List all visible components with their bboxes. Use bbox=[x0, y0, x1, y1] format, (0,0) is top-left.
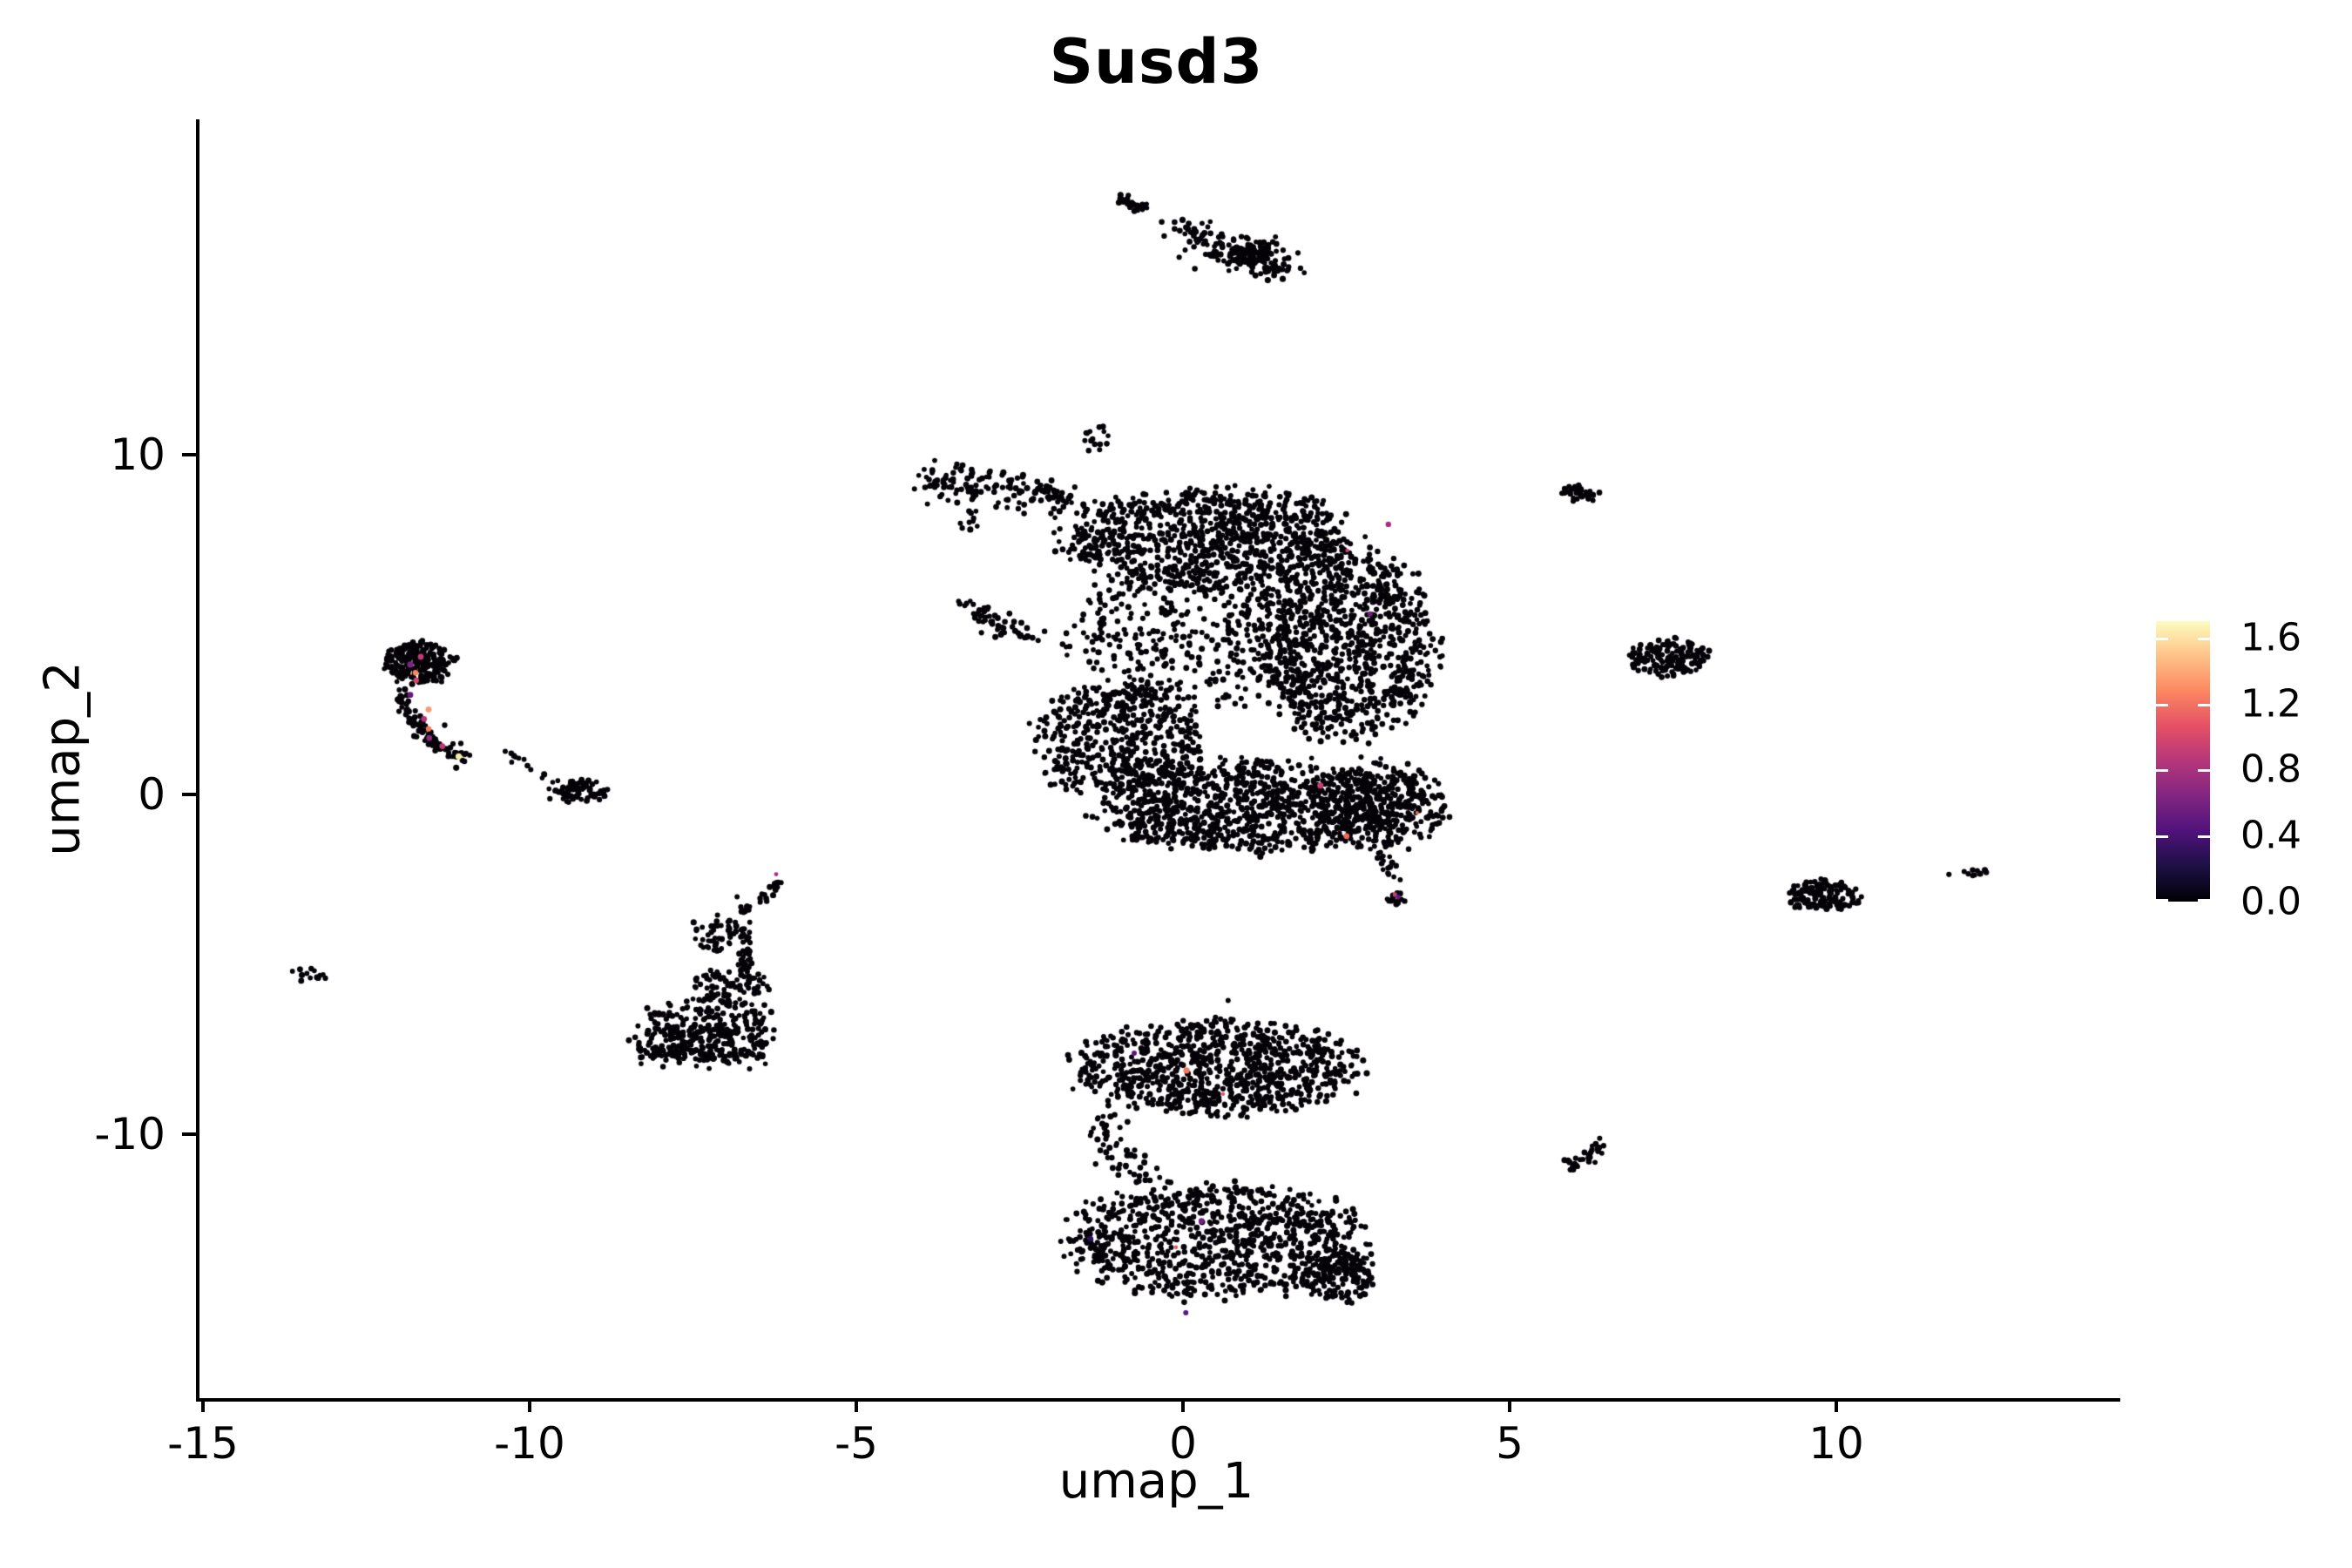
colorbar-tick-mark bbox=[2198, 703, 2210, 706]
x-tick-label: 0 bbox=[1169, 1418, 1197, 1469]
x-tick-mark bbox=[1835, 1398, 1839, 1412]
colorbar-tick-mark bbox=[2198, 835, 2210, 839]
colorbar-tick-mark bbox=[2198, 899, 2210, 902]
colorbar-tick-mark bbox=[2156, 899, 2168, 902]
colorbar-gradient bbox=[2156, 621, 2210, 902]
colorbar-tick-label: 0.8 bbox=[2240, 747, 2301, 792]
colorbar-tick-mark bbox=[2156, 637, 2168, 640]
colorbar-tick-mark bbox=[2198, 769, 2210, 773]
x-tick-label: -15 bbox=[167, 1418, 239, 1469]
x-tick-mark bbox=[1181, 1398, 1186, 1412]
plot-panel bbox=[196, 119, 2120, 1402]
x-tick-label: -10 bbox=[494, 1418, 565, 1469]
scatter-canvas bbox=[199, 119, 2120, 1398]
x-tick-label: -5 bbox=[835, 1418, 878, 1469]
colorbar-tick-mark bbox=[2198, 637, 2210, 640]
x-tick-mark bbox=[528, 1398, 532, 1412]
colorbar-tick-label: 1.2 bbox=[2240, 681, 2301, 727]
colorbar-tick-label: 1.6 bbox=[2240, 615, 2301, 660]
y-axis-label: umap_2 bbox=[34, 661, 91, 856]
x-tick-mark bbox=[201, 1398, 206, 1412]
colorbar-tick-label: 0.4 bbox=[2240, 813, 2301, 858]
colorbar-tick-mark bbox=[2156, 835, 2168, 839]
x-tick-label: 10 bbox=[1808, 1418, 1864, 1469]
y-tick-mark bbox=[182, 1132, 196, 1136]
plot-title: Susd3 bbox=[1049, 26, 1264, 98]
x-tick-mark bbox=[855, 1398, 859, 1412]
y-tick-mark bbox=[182, 792, 196, 796]
y-tick-label: 0 bbox=[138, 768, 166, 820]
colorbar-tick-mark bbox=[2156, 703, 2168, 706]
x-axis-label: umap_1 bbox=[1058, 1453, 1254, 1510]
x-tick-mark bbox=[1508, 1398, 1512, 1412]
y-tick-mark bbox=[182, 452, 196, 456]
y-tick-label: -10 bbox=[94, 1108, 166, 1159]
y-tick-label: 10 bbox=[110, 429, 166, 480]
x-tick-label: 5 bbox=[1496, 1418, 1524, 1469]
colorbar-tick-label: 0.0 bbox=[2240, 879, 2301, 924]
colorbar-tick-mark bbox=[2156, 769, 2168, 773]
